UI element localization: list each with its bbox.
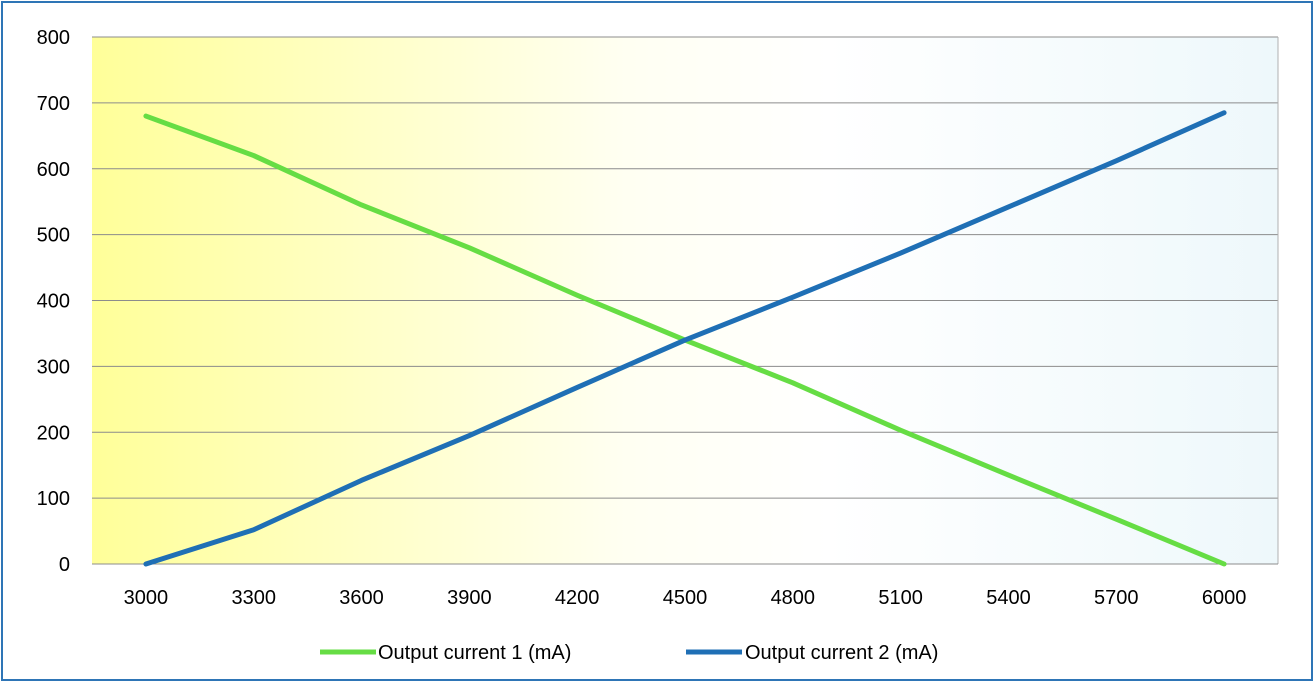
x-axis-tick-labels: 3000 3300 3600 3900 4200 4500 4800 5100 5400 5700… [124, 587, 1247, 609]
series-1-point [576, 294, 578, 296]
series-2-point [145, 563, 147, 565]
series-1-point [1223, 563, 1225, 565]
series-2-point [684, 339, 686, 341]
y-tick-label: 400 [37, 291, 70, 313]
x-tick-label: 3000 [124, 587, 169, 609]
x-tick-label: 5700 [1094, 587, 1139, 609]
series-1-point [1007, 474, 1009, 476]
series-1-point [253, 155, 255, 157]
series-1-point [361, 204, 363, 206]
series-1-point [145, 115, 147, 117]
series-2-point [253, 529, 255, 531]
x-tick-label: 3900 [447, 587, 492, 609]
series-1-point [792, 382, 794, 384]
series-2-point [792, 296, 794, 298]
legend: Output current 1 (mA) Output current 2 (m… [320, 642, 938, 664]
series-2-point [576, 386, 578, 388]
y-tick-label: 500 [37, 225, 70, 247]
x-tick-label: 3600 [339, 587, 384, 609]
x-tick-label: 4800 [771, 587, 816, 609]
legend-label-2: Output current 2 (mA) [745, 642, 938, 664]
x-tick-label: 5400 [986, 587, 1031, 609]
y-tick-label: 700 [37, 93, 70, 115]
x-tick-label: 3300 [231, 587, 276, 609]
y-tick-label: 100 [37, 488, 70, 510]
series-lines [143, 110, 1227, 567]
series-2-point [361, 479, 363, 481]
series-1-point [468, 247, 470, 249]
series-2-point [900, 252, 902, 254]
series-2-point [1223, 112, 1225, 114]
y-tick-label: 300 [37, 356, 70, 378]
x-tick-label: 5100 [878, 587, 923, 609]
y-tick-label: 0 [59, 554, 70, 576]
x-tick-label: 6000 [1202, 587, 1247, 609]
y-axis-tick-labels: 0 100 200 300 400 500 600 700 800 [37, 27, 70, 576]
x-tick-label: 4200 [555, 587, 600, 609]
legend-label-1: Output current 1 (mA) [378, 642, 571, 664]
x-tick-label: 4500 [663, 587, 708, 609]
series-2-point [1007, 206, 1009, 208]
series-1-point [1115, 518, 1117, 520]
series-2-point [1115, 160, 1117, 162]
series-2-point [468, 435, 470, 437]
y-tick-label: 800 [37, 27, 70, 49]
series-1-point [900, 429, 902, 431]
gridlines [92, 36, 1279, 564]
y-tick-label: 200 [37, 422, 70, 444]
y-tick-label: 600 [37, 159, 70, 181]
